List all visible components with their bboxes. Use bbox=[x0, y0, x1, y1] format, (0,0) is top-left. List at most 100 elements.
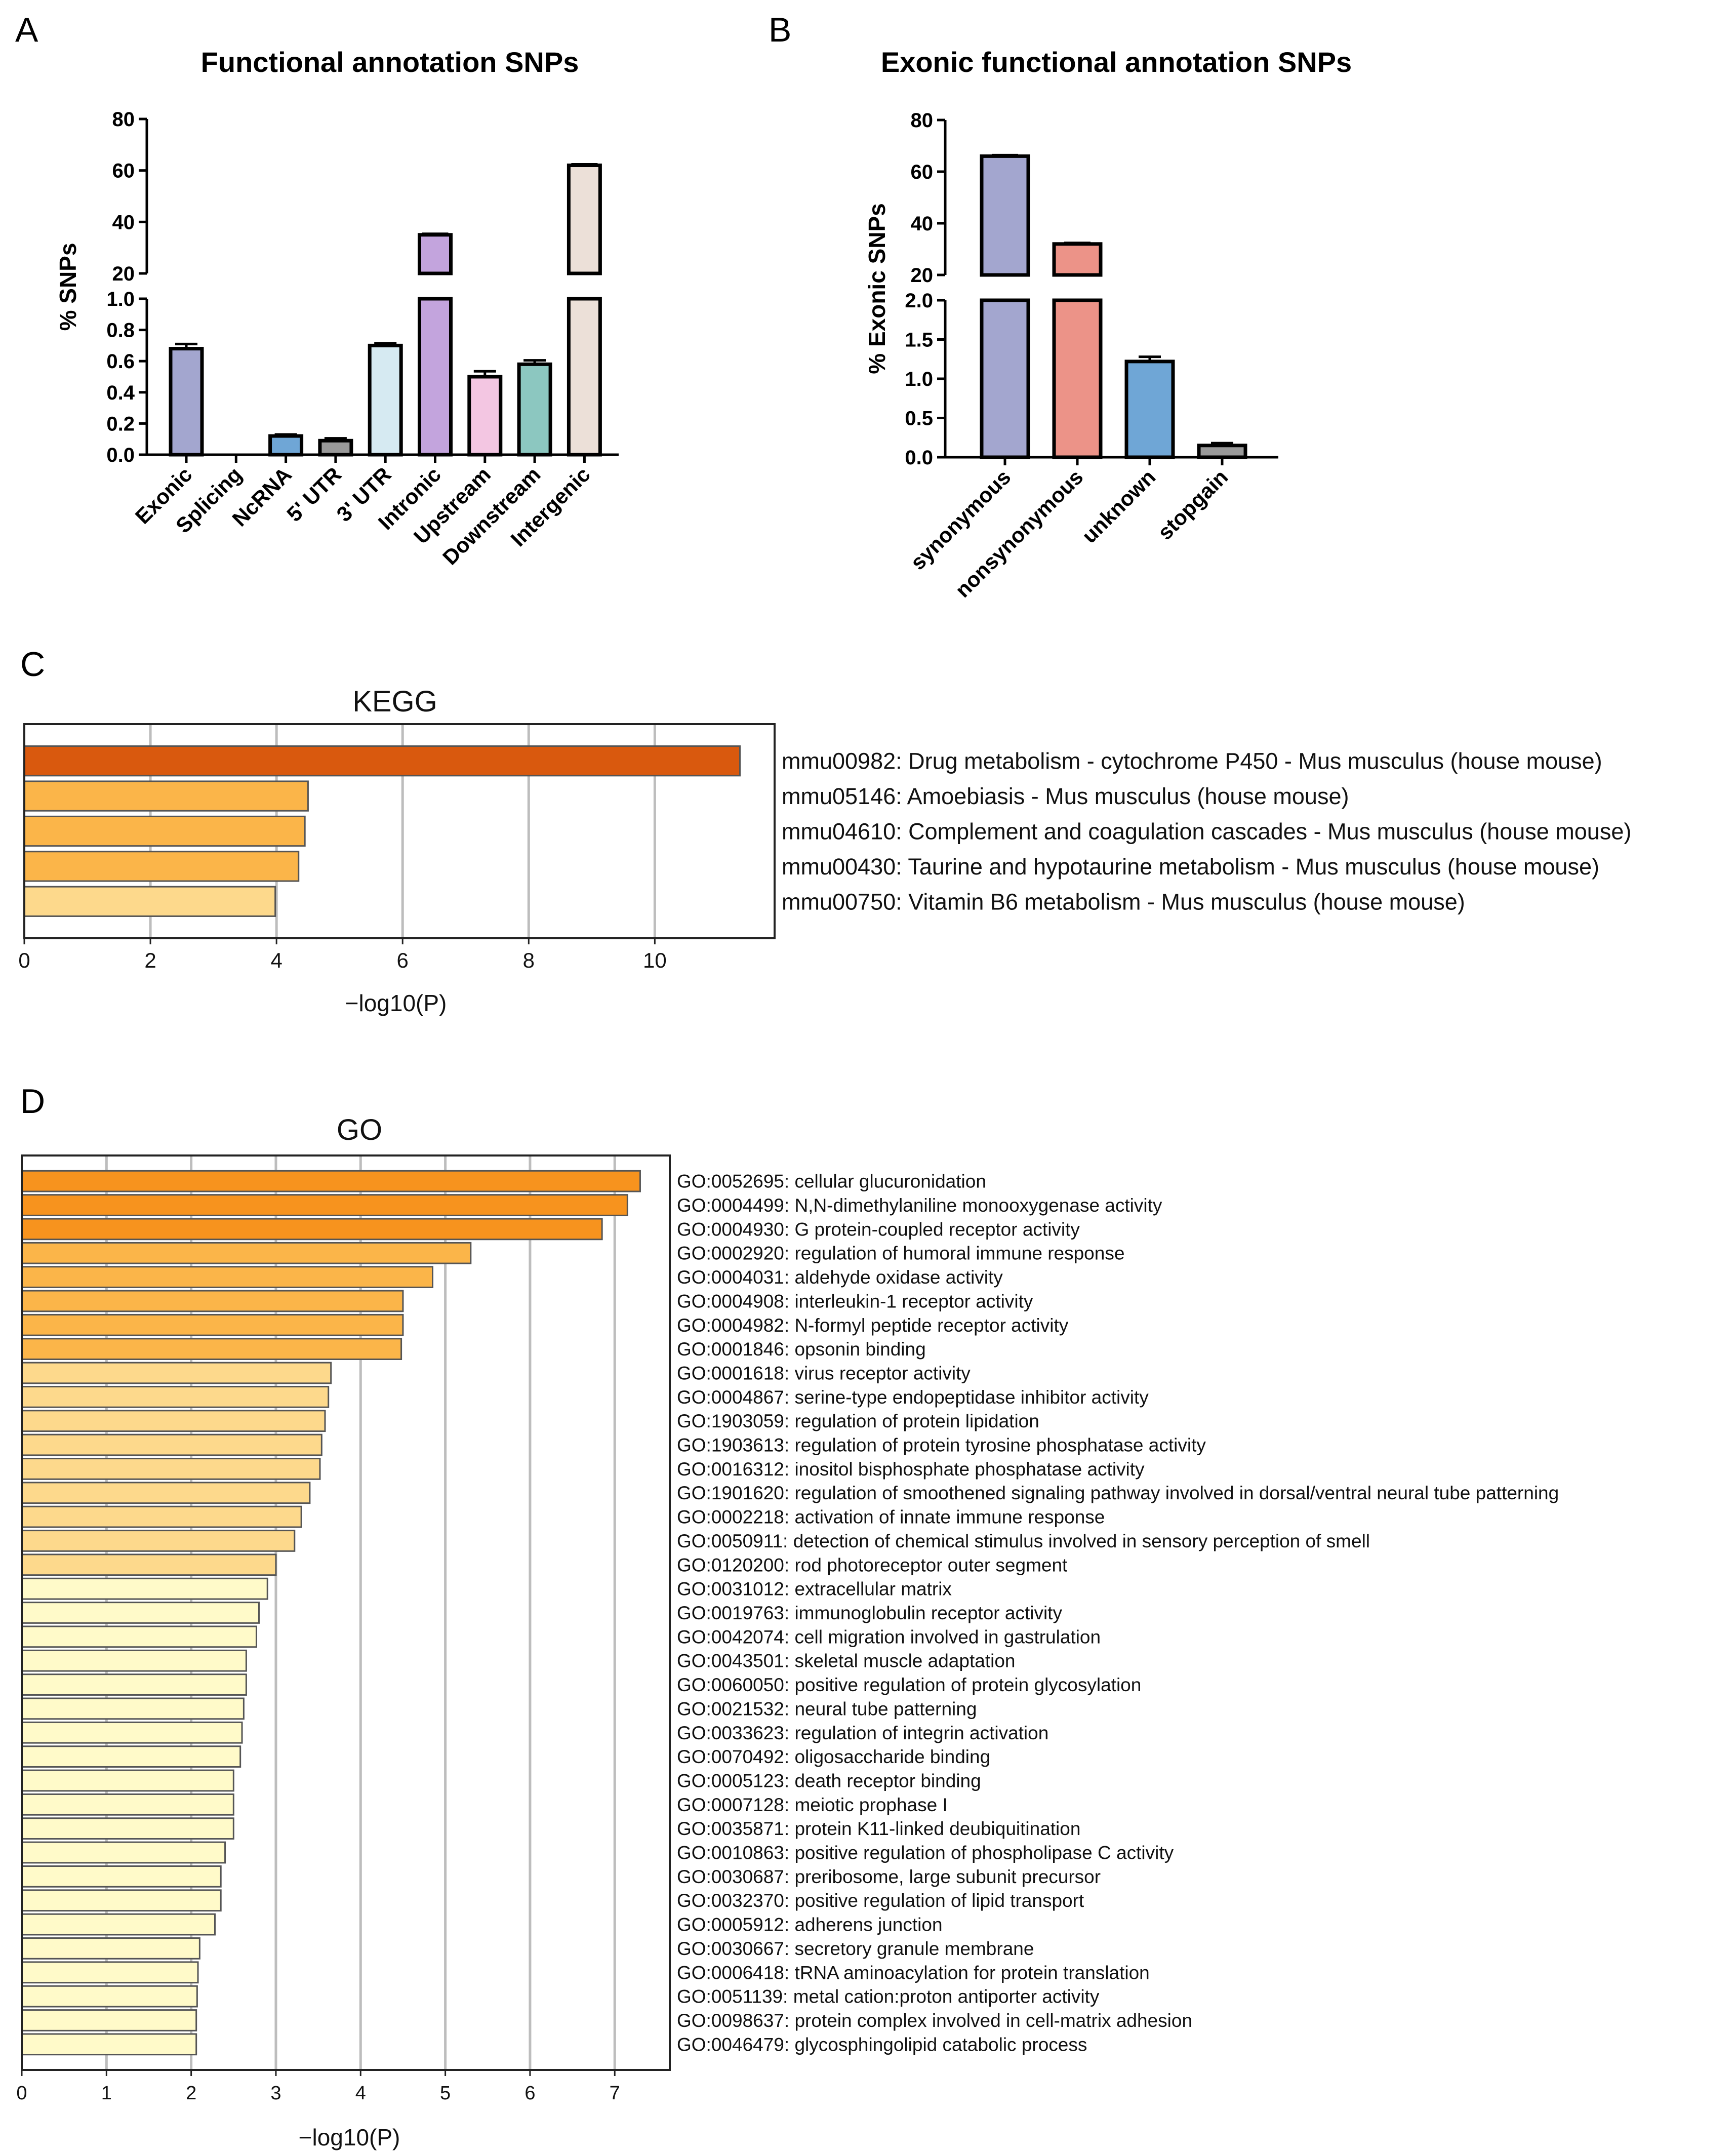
y-tick-label: 0.0 bbox=[905, 447, 933, 469]
term-label: GO:0010863: positive regulation of phosp… bbox=[677, 1843, 1174, 1863]
y-tick-label: 0.0 bbox=[106, 444, 135, 466]
term-label: GO:1903059: regulation of protein lipida… bbox=[677, 1411, 1039, 1431]
term-label: mmu00430: Taurine and hypotaurine metabo… bbox=[782, 854, 1599, 880]
term-label: GO:0002218: activation of innate immune … bbox=[677, 1507, 1105, 1528]
y-axis-label: % Exonic SNPs bbox=[864, 203, 890, 374]
y-tick-label: 60 bbox=[112, 160, 135, 182]
enrichment-bar bbox=[23, 745, 741, 777]
y-tick-label: 0.6 bbox=[106, 350, 135, 373]
term-label: GO:0070492: oligosaccharide binding bbox=[677, 1746, 990, 1767]
panel-letter-d: D bbox=[20, 1082, 45, 1121]
enrichment-bar bbox=[21, 1433, 322, 1456]
enrichment-bar bbox=[21, 1194, 628, 1216]
term-label: GO:1903613: regulation of protein tyrosi… bbox=[677, 1435, 1206, 1456]
enrichment-bar bbox=[21, 1721, 243, 1744]
enrichment-bar bbox=[21, 1889, 222, 1912]
x-axis-label: −log10(P) bbox=[299, 2124, 400, 2150]
term-label: GO:0032370: positive regulation of lipid… bbox=[677, 1890, 1084, 1911]
term-label: GO:0005123: death receptor binding bbox=[677, 1770, 981, 1791]
x-category-label: nonsynonymous bbox=[951, 465, 1088, 602]
enrichment-bar bbox=[21, 1338, 402, 1360]
x-tick-label: 2 bbox=[144, 948, 156, 972]
y-tick-label: 20 bbox=[112, 263, 135, 285]
term-label: GO:0042074: cell migration involved in g… bbox=[677, 1626, 1101, 1647]
bar-nonsynonymous-upper bbox=[1052, 242, 1103, 277]
term-label: GO:0019763: immunoglobulin receptor acti… bbox=[677, 1603, 1062, 1623]
x-tick-label: 2 bbox=[186, 2083, 196, 2104]
enrichment-bar bbox=[21, 1242, 472, 1264]
enrichment-bar bbox=[21, 1458, 321, 1480]
enrichment-bar bbox=[21, 1649, 247, 1672]
x-tick-label: 0 bbox=[18, 948, 30, 972]
term-label: GO:0004908: interleukin-1 receptor activ… bbox=[677, 1291, 1033, 1311]
bar-3-utr bbox=[368, 343, 403, 457]
term-label: GO:0004930: G protein-coupled receptor a… bbox=[677, 1219, 1080, 1240]
bar-intergenic-lower bbox=[567, 297, 602, 457]
x-category-label: 5' UTR bbox=[282, 462, 346, 526]
term-label: GO:0060050: positive regulation of prote… bbox=[677, 1674, 1141, 1695]
enrichment-bar bbox=[21, 1913, 216, 1936]
enrichment-bar bbox=[21, 1313, 404, 1336]
term-label: mmu04610: Complement and coagulation cas… bbox=[782, 819, 1631, 845]
term-label: GO:0046479: glycosphingolipid catabolic … bbox=[677, 2034, 1087, 2055]
bar-intronic-upper bbox=[418, 233, 453, 275]
enrichment-bar bbox=[21, 1961, 199, 1984]
y-tick-label: 40 bbox=[911, 213, 934, 235]
chart-title: Exonic functional annotation SNPs bbox=[881, 46, 1352, 78]
term-label: GO:0098637: protein complex involved in … bbox=[677, 2010, 1192, 2031]
y-tick-label: 0.2 bbox=[106, 413, 135, 435]
enrichment-bar bbox=[21, 1218, 603, 1241]
y-tick-label: 60 bbox=[911, 161, 934, 183]
x-category-label: stopgain bbox=[1153, 465, 1232, 544]
x-tick-label: 4 bbox=[355, 2083, 366, 2104]
y-tick-label: 0.4 bbox=[106, 382, 135, 404]
panel-letter-b: B bbox=[769, 11, 791, 49]
bar-stopgain bbox=[1197, 444, 1247, 459]
term-label: mmu00982: Drug metabolism - cytochrome P… bbox=[782, 748, 1602, 774]
term-label: GO:0030667: secretory granule membrane bbox=[677, 1938, 1034, 1959]
enrichment-bar bbox=[21, 1530, 296, 1552]
enrichment-bar bbox=[21, 1410, 326, 1432]
term-label: GO:0033623: regulation of integrin activ… bbox=[677, 1723, 1048, 1743]
bar-intronic-lower bbox=[418, 297, 453, 457]
y-tick-label: 0.8 bbox=[106, 320, 135, 342]
enrichment-bar bbox=[23, 886, 276, 917]
enrichment-bar bbox=[21, 1577, 268, 1600]
x-tick-label: 7 bbox=[610, 2083, 620, 2104]
term-label: GO:0002920: regulation of humoral immune… bbox=[677, 1243, 1124, 1264]
bar-unknown bbox=[1124, 360, 1175, 459]
x-tick-label: 6 bbox=[397, 948, 409, 972]
term-label: GO:0050911: detection of chemical stimul… bbox=[677, 1531, 1370, 1551]
enrichment-bar bbox=[21, 2033, 197, 2056]
chart-title: GO bbox=[337, 1113, 382, 1146]
panel-a-functional-annotation-chart: Functional annotation SNPs % SNPs 20 40 60 80… bbox=[55, 46, 619, 570]
y-tick-label: 20 bbox=[911, 264, 934, 287]
enrichment-bar bbox=[23, 851, 300, 882]
enrichment-bar bbox=[21, 1602, 260, 1624]
x-axis-label: −log10(P) bbox=[345, 990, 447, 1016]
enrichment-bar bbox=[21, 1290, 404, 1312]
x-tick-label: 3 bbox=[270, 2083, 281, 2104]
term-label: GO:0016312: inositol bisphosphate phosph… bbox=[677, 1459, 1145, 1480]
enrichment-bar bbox=[23, 815, 306, 847]
x-tick-label: 0 bbox=[16, 2083, 27, 2104]
panel-letter-c: C bbox=[20, 645, 45, 684]
term-label: GO:0001846: opsonin binding bbox=[677, 1339, 926, 1360]
y-tick-label: 1.5 bbox=[905, 329, 933, 351]
bar-synonymous-lower bbox=[980, 298, 1030, 459]
x-tick-label: 4 bbox=[270, 948, 282, 972]
enrichment-bar bbox=[21, 1769, 234, 1792]
term-label: GO:0052695: cellular glucuronidation bbox=[677, 1171, 986, 1192]
term-label: GO:0006418: tRNA aminoacylation for prot… bbox=[677, 1962, 1150, 1983]
term-label: GO:0030687: preribosome, large subunit p… bbox=[677, 1866, 1101, 1887]
enrichment-bar bbox=[21, 1793, 234, 1816]
enrichment-bar bbox=[21, 1985, 198, 2008]
chart-title: KEGG bbox=[352, 685, 437, 718]
enrichment-bar bbox=[21, 2009, 197, 2031]
x-tick-label: 5 bbox=[440, 2083, 451, 2104]
term-label: GO:0035871: protein K11-linked deubiquit… bbox=[677, 1818, 1080, 1839]
term-label: GO:0004982: N-formyl peptide receptor ac… bbox=[677, 1315, 1069, 1336]
y-tick-label: 40 bbox=[112, 211, 135, 233]
term-label: GO:0021532: neural tube patterning bbox=[677, 1698, 977, 1719]
